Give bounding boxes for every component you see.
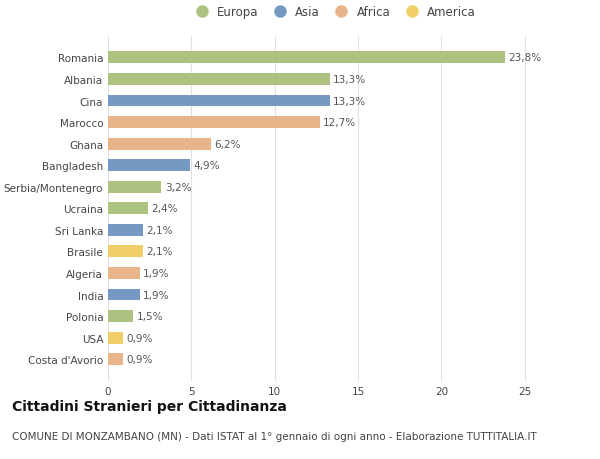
Text: 4,9%: 4,9% xyxy=(193,161,220,171)
Bar xyxy=(108,224,143,236)
Text: 13,3%: 13,3% xyxy=(333,96,366,106)
Text: 2,4%: 2,4% xyxy=(151,204,178,214)
Text: 2,1%: 2,1% xyxy=(146,247,173,257)
Bar xyxy=(108,74,329,86)
Bar xyxy=(108,268,140,279)
Bar xyxy=(108,289,140,301)
Text: 1,5%: 1,5% xyxy=(136,311,163,321)
Text: 12,7%: 12,7% xyxy=(323,118,356,128)
Bar xyxy=(108,117,320,129)
Bar xyxy=(108,52,505,64)
Bar xyxy=(108,310,133,322)
Bar xyxy=(108,181,161,193)
Text: 1,9%: 1,9% xyxy=(143,269,170,278)
Bar xyxy=(108,332,123,344)
Text: 0,9%: 0,9% xyxy=(127,333,153,343)
Bar xyxy=(108,160,190,172)
Legend: Europa, Asia, Africa, America: Europa, Asia, Africa, America xyxy=(185,1,481,24)
Text: 6,2%: 6,2% xyxy=(215,140,241,149)
Text: 1,9%: 1,9% xyxy=(143,290,170,300)
Text: 13,3%: 13,3% xyxy=(333,75,366,85)
Text: Cittadini Stranieri per Cittadinanza: Cittadini Stranieri per Cittadinanza xyxy=(12,399,287,413)
Bar xyxy=(108,246,143,258)
Text: 2,1%: 2,1% xyxy=(146,225,173,235)
Bar xyxy=(108,139,211,150)
Bar xyxy=(108,353,123,365)
Bar xyxy=(108,203,148,215)
Text: 3,2%: 3,2% xyxy=(164,182,191,192)
Text: 0,9%: 0,9% xyxy=(127,354,153,364)
Bar xyxy=(108,95,329,107)
Text: COMUNE DI MONZAMBANO (MN) - Dati ISTAT al 1° gennaio di ogni anno - Elaborazione: COMUNE DI MONZAMBANO (MN) - Dati ISTAT a… xyxy=(12,431,537,442)
Text: 23,8%: 23,8% xyxy=(508,53,541,63)
